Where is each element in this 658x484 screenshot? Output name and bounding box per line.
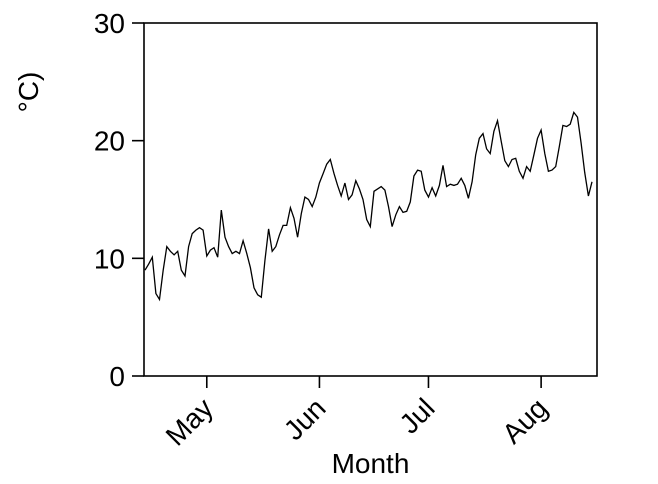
temperature-series-line <box>144 111 593 302</box>
plot-box-border <box>143 22 598 377</box>
x-tick-label-month: Aug <box>496 392 553 449</box>
y-axis-title: °C) <box>13 72 44 113</box>
x-tick-label-month: Jun <box>278 392 332 446</box>
y-tick-label: 10 <box>94 243 125 274</box>
x-tick-label-month: Jul <box>393 392 440 439</box>
y-tick-label: 30 <box>94 8 125 39</box>
y-tick-label: 0 <box>109 361 125 392</box>
y-tick-label: 20 <box>94 126 125 157</box>
x-tick-label-month: May <box>160 392 219 451</box>
x-axis-title: Month <box>332 448 410 479</box>
